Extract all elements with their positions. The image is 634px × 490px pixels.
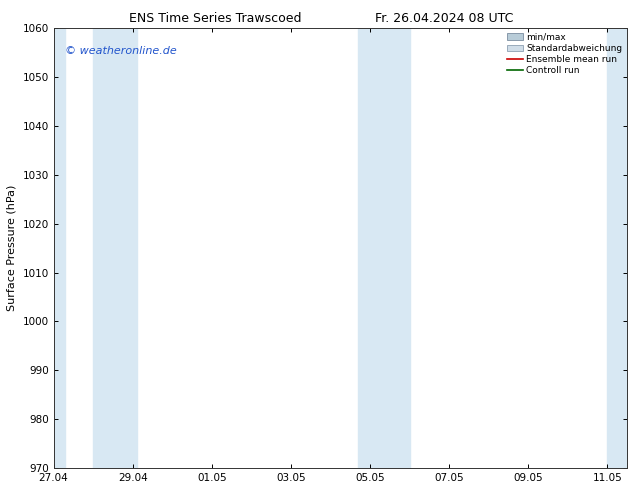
Legend: min/max, Standardabweichung, Ensemble mean run, Controll run: min/max, Standardabweichung, Ensemble me… [505,31,624,77]
Bar [54,28,65,468]
Text: © weatheronline.de: © weatheronline.de [65,46,177,56]
Bar [607,28,627,468]
Text: ENS Time Series Trawscoed: ENS Time Series Trawscoed [129,12,302,25]
Bar [358,28,410,468]
Text: Fr. 26.04.2024 08 UTC: Fr. 26.04.2024 08 UTC [375,12,513,25]
Bar [93,28,137,468]
Y-axis label: Surface Pressure (hPa): Surface Pressure (hPa) [7,185,17,311]
